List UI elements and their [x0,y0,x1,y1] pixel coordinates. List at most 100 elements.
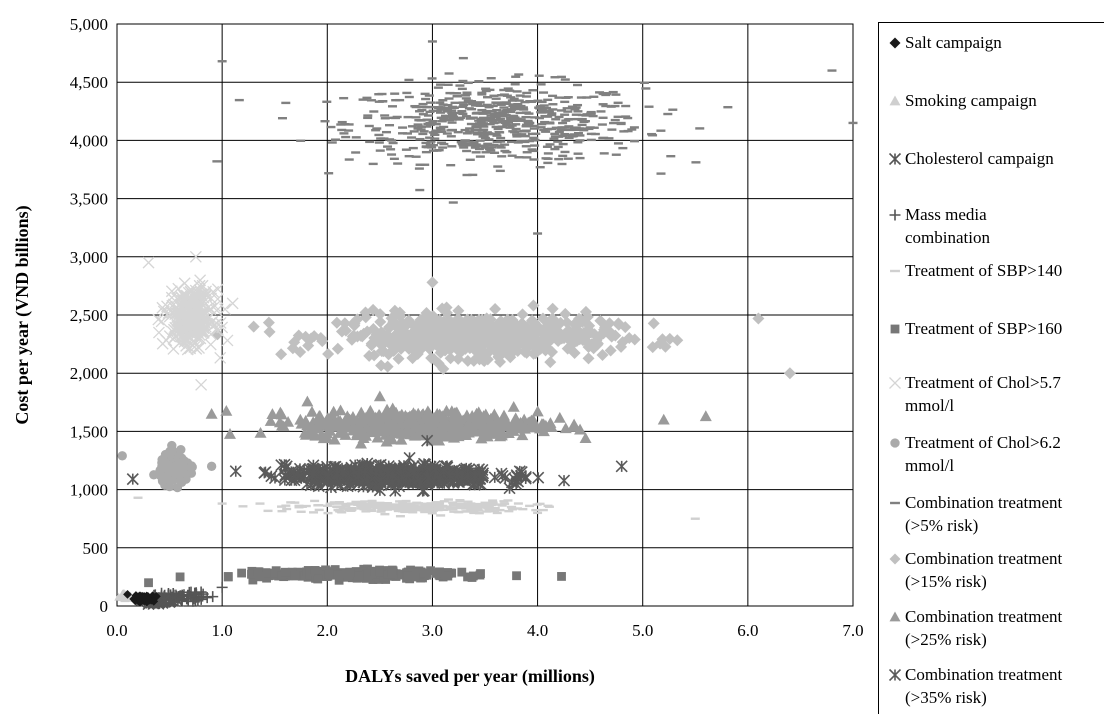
data-point [647,317,660,330]
data-point [543,98,553,102]
data-point [424,421,437,433]
data-point [474,509,484,512]
data-point [210,317,223,330]
data-point [469,141,479,144]
data-point [307,425,320,437]
data-point [280,567,290,577]
data-point [411,572,420,582]
data-point [536,126,546,129]
data-point [458,144,468,147]
data-point [226,297,239,310]
data-point [420,510,430,514]
data-point [418,132,428,136]
data-point [446,129,456,132]
data-point [596,110,606,113]
data-point [563,330,576,343]
data-point [462,149,472,153]
data-point [544,109,554,112]
data-point [695,127,705,130]
data-point [426,566,435,576]
data-point [412,333,425,346]
data-point [671,334,684,347]
data-point [126,473,139,486]
data-point [403,115,413,119]
data-point [392,115,402,119]
data-point [459,329,472,342]
data-point [444,97,454,100]
data-point [495,326,508,339]
data-point [573,141,583,144]
data-point [438,146,448,149]
data-point [175,301,188,314]
data-point [411,155,421,158]
data-point [217,60,227,63]
data-point [281,101,291,105]
data-point [428,149,438,152]
data-point [411,347,424,360]
data-point [330,316,343,329]
data-point [221,334,234,347]
data-point [313,409,326,421]
data-point [214,316,227,329]
data-point [435,111,445,114]
data-point [334,501,344,504]
data-point [377,505,387,508]
data-point [310,566,320,575]
data-point [511,123,521,126]
data-point [329,501,339,504]
legend-marker-icon [887,259,905,282]
data-point [216,321,229,334]
data-point [488,428,501,439]
data-point [411,116,421,119]
data-point [513,507,523,510]
data-point [439,118,449,121]
data-point [468,469,481,482]
data-point [326,570,335,580]
data-point [197,588,209,600]
legend-item: Treatment of Chol>6.2 mmol/l [887,431,1061,477]
data-point [448,117,458,120]
data-point [481,318,494,331]
legend-item: Combination treatment (>35% risk) [887,663,1062,709]
data-point [455,116,465,119]
legend-marker-icon [887,203,905,249]
data-point [371,506,381,509]
data-point [463,81,473,85]
data-point [223,428,236,439]
data-point [480,146,490,149]
data-point [301,395,314,407]
data-point [514,156,524,159]
data-point [296,139,306,142]
data-point [443,103,453,107]
x-tick-label: 7.0 [842,621,863,640]
data-point [413,414,426,426]
y-tick-label: 1,000 [70,481,108,500]
data-point [500,121,510,125]
data-point [229,465,242,478]
data-point [429,463,442,476]
data-point [497,504,507,507]
data-point [445,118,455,122]
data-point [455,500,465,503]
data-point [513,102,523,106]
data-point [407,136,417,139]
data-point [204,338,217,351]
data-point [577,123,587,127]
data-point [178,456,189,466]
data-point [455,505,465,508]
data-point [389,157,399,161]
data-point [571,128,581,132]
data-point [338,507,348,510]
data-point [477,91,487,95]
data-point [529,136,539,140]
data-point [691,161,701,164]
data-point [402,91,412,95]
data-point [309,511,319,514]
data-point [595,91,605,94]
data-point [362,408,375,420]
data-point [563,110,573,113]
data-point [326,418,339,430]
data-point [448,507,458,511]
data-point [117,589,127,598]
data-point [216,581,228,593]
